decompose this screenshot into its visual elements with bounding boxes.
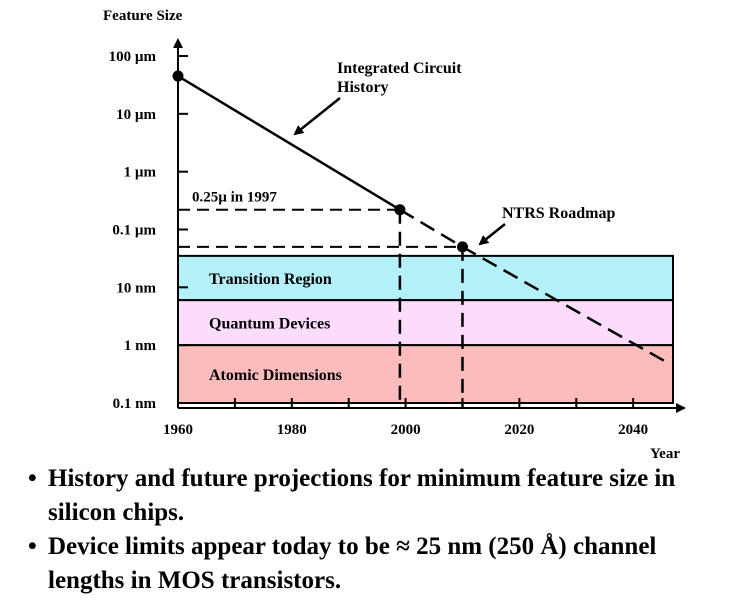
y-tick-label: 0.1 µm (112, 223, 156, 239)
annotation-line: History (337, 79, 389, 96)
series-line-integrated-circuit-history (177, 74, 401, 211)
y-tick-label: 1 µm (124, 165, 157, 181)
y-tick-label: 10 µm (116, 107, 156, 123)
y-axis-label: Feature Size (103, 8, 183, 24)
bullet-item-device-limits: • Device limits appear today to be ≈ 25 n… (28, 530, 738, 598)
bullet-mark: • (28, 465, 37, 492)
x-axis-label: Year (650, 446, 680, 460)
annotation-line: Integrated Circuit (337, 60, 462, 77)
data-point (456, 241, 468, 253)
reference-label: 0.25µ in 1997 (192, 190, 277, 206)
feature-size-chart: Transition Region Quantum Devices Atomic D… (103, 8, 686, 462)
annotation-ic-history: Integrated Circuit History (337, 60, 462, 96)
labels-layer: Integrated Circuit History NTRS Roadmap (293, 60, 615, 246)
region-label: Quantum Devices (209, 316, 330, 333)
bullet-text: Device limits appear today to be ≈ 25 nm… (48, 533, 657, 594)
x-tick-label: 1980 (277, 422, 307, 438)
region-label: Transition Region (209, 271, 332, 288)
region-atomic-dimensions (177, 344, 674, 404)
series-layer (172, 70, 668, 364)
x-tick-label: 2020 (504, 422, 534, 438)
bullet-list: • History and future projections for mini… (28, 462, 738, 598)
y-tick-label: 100 µm (109, 49, 157, 65)
reference-lines-layer: 0.25µ in 1997 (178, 190, 464, 408)
y-tick-label: 10 nm (116, 280, 156, 296)
data-point (172, 70, 184, 82)
annotation-ntrs-roadmap: NTRS Roadmap (502, 205, 615, 222)
x-tick-label: 2000 (391, 422, 421, 438)
y-tick-label: 1 nm (124, 338, 157, 354)
y-tick-label: 0.1 nm (113, 396, 157, 412)
bullet-text: History and future projections for minim… (48, 465, 676, 526)
regions-layer: Transition Region Quantum Devices Atomic D… (177, 254, 674, 404)
x-tick-label: 1960 (163, 422, 193, 438)
bullet-item-history: • History and future projections for mini… (28, 462, 738, 530)
axes-layer: 100 µm 10 µm 1 µm 0.1 µm 10 nm 1 nm 0.1 nm Feat… (103, 8, 686, 462)
region-quantum-devices (177, 299, 674, 347)
region-label: Atomic Dimensions (209, 367, 342, 384)
annotation-arrow (293, 97, 341, 136)
bullet-mark: • (28, 533, 37, 560)
annotation-arrow (478, 223, 506, 246)
x-tick-label: 2040 (618, 422, 648, 438)
data-point (394, 204, 406, 216)
